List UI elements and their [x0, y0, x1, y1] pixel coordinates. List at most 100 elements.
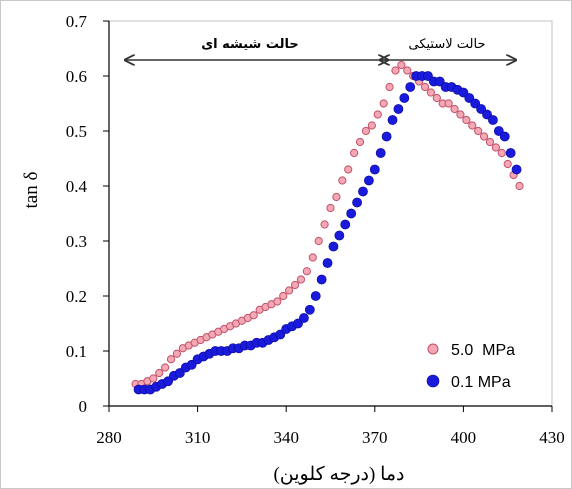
y-tick-label: 0.1 [66, 342, 87, 361]
data-point [344, 165, 353, 174]
x-tick-label: 400 [451, 428, 477, 447]
data-point [405, 82, 416, 92]
data-point [381, 131, 392, 142]
y-tick-label: 0.7 [66, 12, 88, 31]
axes [108, 21, 552, 407]
data-point [308, 253, 317, 262]
data-point [161, 363, 170, 372]
legend-label-01mpa: 0.1 MPa [451, 374, 511, 391]
data-point [420, 82, 430, 92]
data-point [166, 355, 176, 364]
data-point [338, 176, 347, 185]
data-point [385, 82, 394, 92]
data-point [375, 148, 386, 158]
annotation-glassy: حالت شیشه ای [125, 37, 388, 60]
x-tick-label: 340 [273, 428, 299, 447]
data-point [379, 99, 388, 108]
data-point [310, 291, 321, 301]
data-point [279, 291, 288, 301]
data-point [373, 110, 382, 119]
data-series [131, 60, 524, 395]
data-point [515, 181, 524, 191]
data-point [358, 186, 368, 197]
data-point [485, 137, 495, 147]
data-point [346, 208, 357, 219]
x-axis-ticks: 280 310 340 370 400 430 [96, 406, 565, 447]
y-tick-label: 0.5 [66, 122, 87, 141]
legend-marker-5mpa [427, 343, 439, 355]
data-point [503, 159, 512, 169]
data-point [468, 121, 477, 130]
data-point [332, 192, 341, 202]
data-point [316, 274, 327, 285]
data-point [273, 297, 282, 306]
data-point [363, 175, 374, 186]
y-tick-label: 0 [79, 397, 88, 416]
series-01mpa [133, 71, 522, 395]
data-point [397, 60, 406, 70]
data-point [304, 304, 315, 315]
data-point [367, 121, 376, 130]
data-point [302, 267, 311, 276]
y-axis-ticks: 0 0.1 0.2 0.3 0.4 0.5 0.6 0.7 [66, 12, 109, 416]
data-point [393, 104, 404, 114]
y-axis-title: tan δ [21, 171, 42, 208]
annotation-rubbery: حالت لاستیکی [380, 37, 516, 60]
rubbery-region-label: حالت لاستیکی [408, 37, 485, 52]
data-point [444, 99, 453, 108]
data-point [320, 220, 329, 229]
data-point [450, 104, 459, 114]
data-point [249, 311, 258, 320]
data-point [387, 115, 398, 125]
x-axis-title: دما (درجه کلوین) [273, 464, 404, 485]
data-point [369, 164, 380, 175]
glassy-region-label: حالت شیشه ای [201, 37, 299, 52]
data-point [511, 164, 522, 175]
data-point [285, 286, 294, 295]
data-point [399, 93, 410, 103]
y-tick-label: 0.4 [66, 177, 88, 196]
legend-label-5mpa: 5.0 MPa [451, 342, 515, 359]
x-tick-label: 430 [539, 428, 565, 447]
x-tick-label: 280 [96, 428, 122, 447]
data-point [352, 197, 362, 208]
x-tick-label: 370 [362, 428, 388, 447]
data-point [462, 115, 471, 125]
data-point [340, 219, 351, 230]
data-point [326, 203, 335, 213]
data-point [497, 148, 506, 158]
data-point [361, 126, 371, 136]
data-point [296, 275, 306, 284]
data-point [479, 132, 489, 141]
data-point [299, 313, 309, 323]
data-point [172, 349, 182, 358]
data-point [334, 230, 345, 241]
data-point [456, 110, 465, 119]
y-tick-label: 0.6 [66, 67, 87, 86]
data-point [314, 236, 323, 246]
series-5mpa [131, 60, 524, 389]
data-point [149, 374, 158, 383]
y-tick-label: 0.2 [66, 287, 87, 306]
data-point [328, 241, 339, 252]
data-point [505, 148, 516, 158]
legend: 5.0 MPa 0.1 MPa [426, 342, 515, 391]
data-point [499, 131, 510, 142]
data-point [474, 126, 483, 136]
data-point [488, 115, 498, 125]
data-point [155, 368, 164, 378]
data-point [322, 258, 333, 268]
x-tick-label: 310 [185, 428, 211, 447]
y-tick-label: 0.3 [66, 232, 87, 251]
data-point [350, 148, 359, 158]
data-point [355, 137, 365, 147]
data-point [391, 66, 400, 75]
data-point [426, 88, 436, 97]
data-point [403, 66, 412, 75]
legend-marker-01mpa [426, 374, 440, 388]
data-point [432, 93, 441, 103]
data-point [290, 280, 300, 290]
data-point [491, 143, 500, 152]
